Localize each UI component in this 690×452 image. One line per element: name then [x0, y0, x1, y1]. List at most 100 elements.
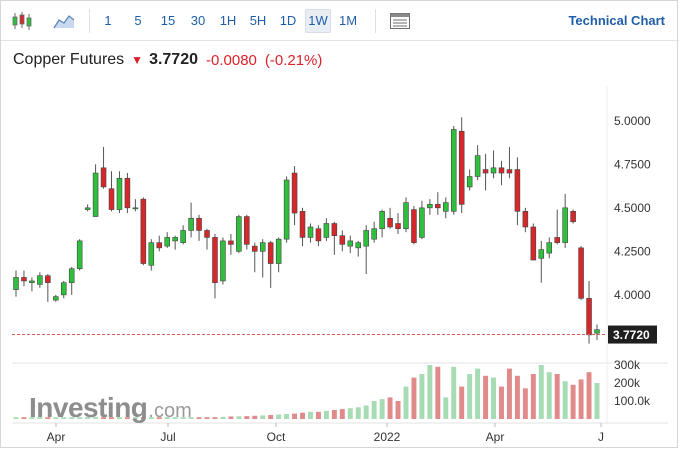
candle-body [68, 268, 75, 283]
candle-body [76, 240, 83, 270]
candle-body [299, 211, 306, 238]
volume-bar [292, 413, 298, 419]
candle-body [395, 223, 401, 230]
candle-body [474, 155, 481, 177]
candle-body [140, 198, 147, 264]
candle-body [458, 130, 465, 205]
volume-bar [451, 366, 457, 419]
chart-toolbar: 1 5 15 30 1H 5H 1D 1W 1M Technical Chart [1, 1, 679, 41]
candle-body [100, 167, 107, 188]
timeframe-30-button[interactable]: 30 [190, 13, 206, 28]
candle-body [132, 207, 139, 210]
technical-chart-link[interactable]: Technical Chart [568, 13, 665, 28]
volume-bar [395, 401, 401, 419]
candle-body [53, 296, 59, 301]
candlestick-chart-type-icon[interactable] [9, 9, 35, 33]
candle-body [307, 226, 314, 238]
timeframe-5-button[interactable]: 5 [134, 13, 142, 28]
volume-bar [387, 397, 393, 419]
candle-body [188, 217, 194, 231]
volume-bar [300, 412, 305, 419]
price-chart[interactable]: 5.0000 4.7500 4.5000 4.2500 4.0000 300k 200k 10… [1, 1, 679, 449]
candle-body [60, 282, 67, 296]
candle-body [275, 238, 282, 264]
volume-bar [594, 383, 600, 419]
volume-bar [427, 365, 433, 419]
candle-body [482, 169, 489, 174]
timeframe-15-button[interactable]: 15 [160, 13, 176, 28]
timeframe-1d-button[interactable]: 1D [279, 13, 297, 28]
candle-body [180, 230, 186, 243]
candle-body [538, 249, 545, 259]
candle-body [546, 242, 553, 254]
investing-logo: Investing.com [29, 392, 192, 424]
price-tick-label: 4.2500 [614, 244, 651, 258]
last-price-tag-text: 3.7720 [613, 328, 650, 342]
candle-body [164, 237, 170, 247]
candle-body [443, 202, 449, 212]
area-chart-type-icon[interactable] [51, 9, 77, 33]
volume-bar [156, 417, 162, 419]
candle-body [267, 242, 274, 264]
candle-body [172, 237, 178, 242]
candle-body [506, 169, 513, 174]
toolbar-divider [375, 9, 376, 33]
volume-bar [180, 417, 186, 419]
candle-body [594, 329, 600, 334]
price-tick-label: 5.0000 [614, 114, 651, 128]
volume-bar [236, 416, 242, 419]
volume-bar [363, 405, 369, 419]
candle-body [323, 223, 330, 238]
volume-bar [379, 399, 385, 419]
volume-bar [61, 417, 67, 419]
timeframe-1w-button[interactable]: 1W [305, 9, 331, 33]
candle-body [411, 209, 417, 243]
candle-body [283, 179, 290, 240]
last-price-tag [608, 325, 657, 344]
data-table-icon[interactable] [387, 9, 413, 33]
volume-bar [284, 413, 290, 419]
timeframe-1h-button[interactable]: 1H [219, 13, 237, 28]
volume-bar [530, 374, 536, 419]
timeframe-1m-button[interactable]: 1M [338, 13, 358, 28]
chart-widget: 1 5 15 30 1H 5H 1D 1W 1M Technical Chart Copper … [0, 0, 679, 449]
volume-tick-label: 300k [614, 358, 641, 372]
volume-bar [172, 417, 178, 419]
volume-bar [37, 417, 43, 419]
volume-bar [562, 381, 568, 419]
logo-suffix: .com [148, 400, 192, 422]
candle-body [148, 242, 155, 266]
last-price: 3.7720 [149, 51, 198, 68]
timeframe-1-button[interactable]: 1 [104, 13, 112, 28]
volume-bar [506, 368, 512, 419]
candle-body [331, 223, 338, 236]
price-tick-label: 4.7500 [614, 157, 651, 171]
volume-bar [276, 414, 282, 419]
volume-bar [29, 417, 35, 419]
candle-body [371, 228, 377, 240]
volume-bar [13, 417, 19, 419]
candle-body [29, 280, 35, 283]
time-tick-label: J [598, 430, 604, 444]
candle-body [387, 217, 393, 228]
candle-body [554, 237, 560, 243]
volume-bar [538, 365, 544, 419]
volume-bar [483, 375, 489, 419]
volume-bar [347, 408, 353, 419]
time-tick-label: Apr [47, 430, 66, 444]
volume-bar [435, 366, 441, 419]
timeframe-5h-button[interactable]: 5H [249, 13, 267, 28]
volume-bar [331, 410, 337, 419]
candle-body [466, 176, 473, 188]
price-change: -0.0080 [206, 51, 257, 69]
volume-bar [164, 417, 170, 419]
volume-tick-label: 100.0k [614, 394, 651, 408]
price-change-percent: (-0.21%) [264, 51, 323, 69]
volume-bar [93, 417, 99, 419]
volume-bar [403, 386, 409, 419]
volume-bar [419, 374, 425, 419]
volume-bar [45, 417, 51, 419]
candle-body [236, 216, 242, 252]
candle-body [116, 177, 123, 210]
volume-bar [204, 417, 210, 419]
